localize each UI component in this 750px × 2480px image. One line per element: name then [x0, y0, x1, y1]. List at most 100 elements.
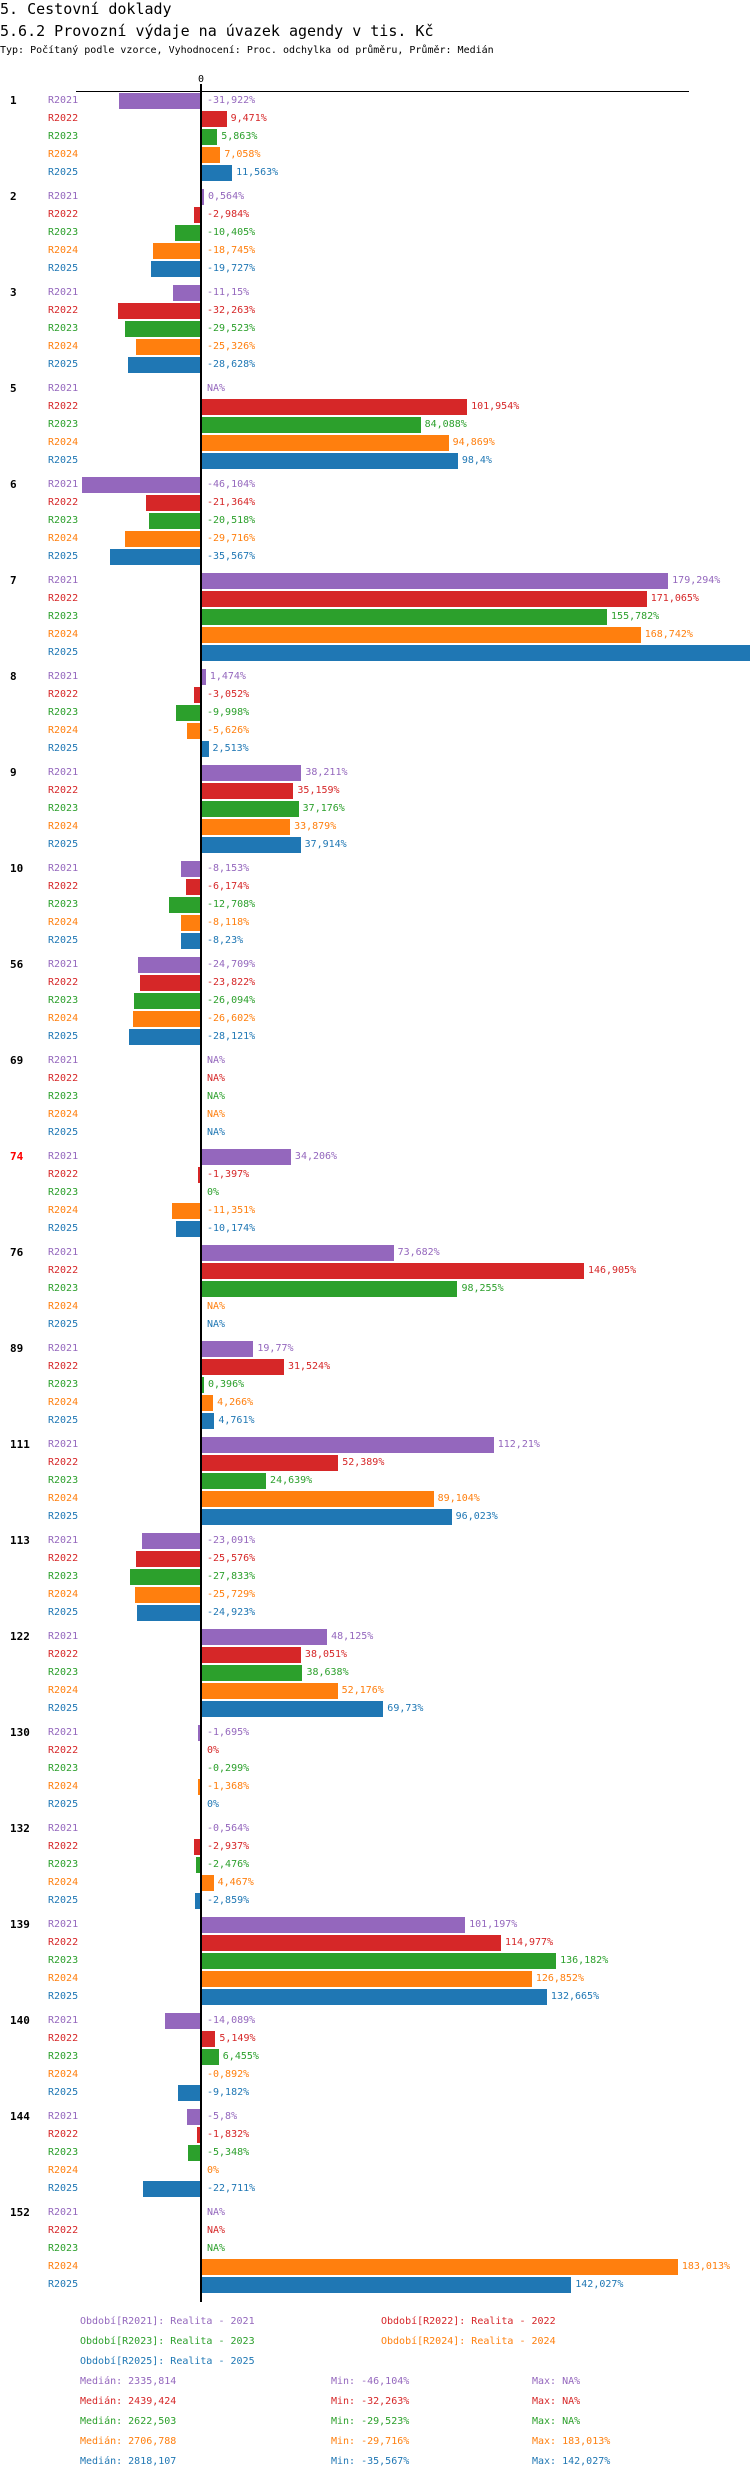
section-title: 5. Cestovní doklady [0, 0, 172, 18]
value-label: -35,567% [207, 551, 256, 562]
series-label: R2022 [48, 1553, 79, 1564]
series-label: R2023 [48, 1475, 79, 1486]
group-label: 76 [10, 1246, 24, 1259]
value-label: -9,182% [207, 2087, 250, 2098]
bar [202, 1953, 557, 1969]
bar [109, 549, 202, 565]
series-label: R2024 [48, 629, 79, 640]
series-label: R2024 [48, 1013, 79, 1024]
legend-entry: Období[R2025]: Realita - 2025 [80, 2356, 255, 2367]
group-label: 9 [10, 766, 17, 779]
series-label: R2021 [48, 2111, 79, 2122]
series-label: R2022 [48, 1649, 79, 1660]
value-label: -8,118% [207, 917, 250, 928]
group-label: 2 [10, 190, 17, 203]
value-label: 168,742% [644, 629, 693, 640]
series-label: R2024 [48, 1109, 79, 1120]
value-label: -25,729% [207, 1589, 256, 1600]
group-label: 6 [10, 478, 17, 491]
series-label: R2022 [48, 2033, 79, 2044]
value-label: -29,523% [207, 323, 256, 334]
value-label: NA% [207, 383, 226, 394]
bar [148, 513, 202, 529]
bar [118, 303, 202, 319]
group-label: 56 [10, 958, 24, 971]
series-label: R2022 [48, 497, 79, 508]
group-label: 74 [10, 1150, 24, 1163]
value-label: 52,176% [341, 1685, 384, 1696]
legend-entry: Období[R2023]: Realita - 2023 [80, 2336, 255, 2347]
group-label: 111 [10, 1438, 30, 1451]
series-label: R2023 [48, 227, 79, 238]
bar [194, 1839, 202, 1855]
series-label: R2024 [48, 1781, 79, 1792]
value-label: NA% [207, 2243, 226, 2254]
group-label: 140 [10, 2014, 30, 2027]
series-label: R2025 [48, 2279, 79, 2290]
value-label: -1,832% [207, 2129, 250, 2140]
value-label: 4,467% [217, 1877, 254, 1888]
series-label: R2024 [48, 341, 79, 352]
series-label: R2021 [48, 1823, 79, 1834]
value-label: 37,914% [304, 839, 347, 850]
series-label: R2023 [48, 1763, 79, 1774]
bar [202, 645, 750, 661]
series-label: R2021 [48, 767, 79, 778]
bar [119, 93, 202, 109]
median-stat: Medián: 2622,503 [80, 2416, 177, 2427]
bar [202, 1701, 384, 1717]
value-label: 94,869% [452, 437, 495, 448]
min-stat: Min: -32,263% [331, 2396, 410, 2407]
series-label: R2021 [48, 479, 79, 490]
value-label: 33,879% [294, 821, 337, 832]
value-label: 146,905% [587, 1265, 637, 1276]
value-label: 89,104% [437, 1493, 480, 1504]
value-label: -25,326% [207, 341, 256, 352]
bar [150, 261, 202, 277]
value-label: NA% [207, 1127, 226, 1138]
min-stat: Min: -29,716% [331, 2436, 410, 2447]
series-label: R2023 [48, 2051, 79, 2062]
series-label: R2023 [48, 131, 79, 142]
bar [202, 1281, 458, 1297]
series-label: R2023 [48, 1187, 79, 1198]
value-label: -12,708% [207, 899, 256, 910]
value-label: -1,368% [207, 1781, 250, 1792]
value-label: -29,716% [207, 533, 256, 544]
value-label: NA% [207, 1301, 226, 1312]
bar [202, 765, 302, 781]
bar [202, 801, 299, 817]
value-label: 38,051% [304, 1649, 348, 1660]
bar [202, 1437, 494, 1453]
series-label: R2022 [48, 305, 79, 316]
series-label: R2024 [48, 2069, 79, 2080]
series-label: R2021 [48, 1535, 79, 1546]
series-label: R2021 [48, 1055, 79, 1066]
series-label: R2025 [48, 1895, 79, 1906]
series-label: R2023 [48, 1379, 79, 1390]
bar [202, 2049, 219, 2065]
value-label: -20,518% [207, 515, 256, 526]
bar [188, 2145, 202, 2161]
value-label: 0% [207, 1799, 220, 1810]
bar [202, 2031, 216, 2047]
series-label: R2024 [48, 1685, 79, 1696]
value-label: -10,405% [207, 227, 256, 238]
series-label: R2024 [48, 1397, 79, 1408]
value-label: -11,15% [207, 287, 250, 298]
min-stat: Min: -35,567% [331, 2456, 410, 2467]
value-label: -1,397% [207, 1169, 250, 1180]
value-label: NA% [207, 1055, 226, 1066]
series-label: R2022 [48, 977, 79, 988]
bar [202, 741, 209, 757]
series-label: R2024 [48, 533, 79, 544]
value-label: 112,21% [497, 1439, 540, 1450]
zero-axis-line [200, 84, 202, 2302]
max-stat: Max: NA% [532, 2376, 581, 2387]
value-label: 48,125% [331, 1631, 374, 1642]
value-label: -2,937% [207, 1841, 250, 1852]
value-label: -3,052% [207, 689, 250, 700]
series-label: R2025 [48, 1127, 79, 1138]
series-label: R2025 [48, 2087, 79, 2098]
bar [202, 573, 669, 589]
